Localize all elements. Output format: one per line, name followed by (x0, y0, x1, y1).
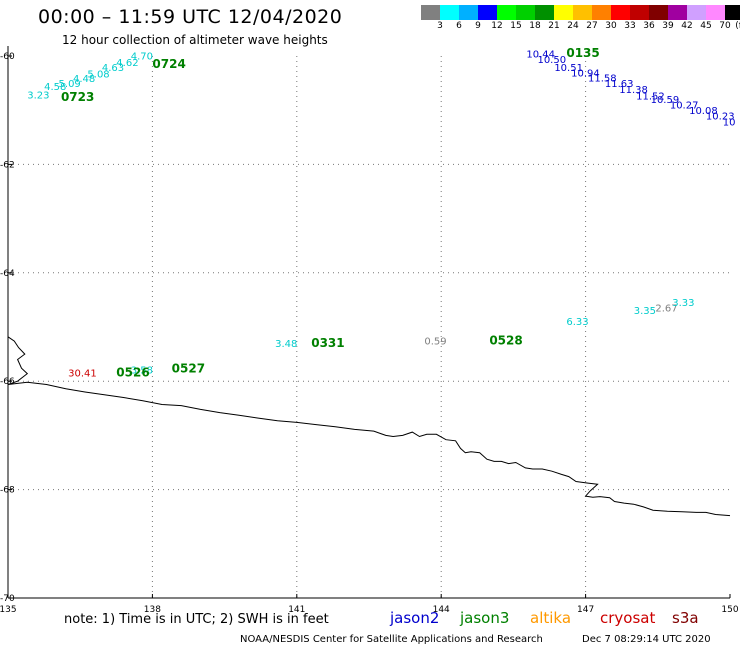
wave-height-label: 10 (723, 117, 736, 128)
obs-time-label: 0135 (566, 46, 599, 60)
satellite-s3a: s3a (672, 609, 699, 627)
lat-tick-label: -60 (0, 52, 15, 62)
wave-height-label: 30.41 (68, 368, 97, 379)
obs-time-label: 0527 (172, 362, 205, 376)
obs-time-label: 0723 (61, 90, 94, 104)
lat-tick-label: -68 (0, 486, 15, 496)
generated-date: Dec 7 08:29:14 UTC 2020 (582, 634, 711, 645)
obs-time-label: 0331 (311, 336, 344, 350)
lon-tick-label: 135 (0, 605, 17, 615)
satellite-cryosat: cryosat (600, 609, 655, 627)
observation-labels: 3.234.585.094.485.084.634.624.70 0723 0724… (27, 46, 735, 379)
coastline-path (8, 382, 730, 515)
lon-tick-label: 147 (577, 605, 594, 615)
satellite-altika: altika (530, 609, 571, 627)
wave-height-label: 6.33 (566, 317, 588, 328)
footer-note: note: 1) Time is in UTC; 2) SWH is in fe… (64, 612, 329, 627)
altimeter-map-figure: 00:00 – 11:59 UTC 12/04/2020 12 hour col… (0, 0, 740, 650)
obs-time-label: 0528 (489, 333, 522, 347)
grid-lines (8, 56, 730, 598)
lat-tick-label: -70 (0, 594, 15, 604)
map-frame (8, 46, 730, 598)
obs-time-label: 0724 (152, 57, 185, 71)
map-canvas: -60-62-64-66-68-70135 138 141 144 147 150 3.2… (0, 0, 740, 650)
lon-tick-label: 150 (721, 605, 738, 615)
wave-height-label: 0.59 (424, 336, 446, 347)
wave-height-label: 4.70 (131, 51, 153, 62)
credit-text: NOAA/NESDIS Center for Satellite Applica… (240, 634, 543, 645)
obs-time-label: 0526 (116, 365, 149, 379)
wave-height-label: 3.35 (634, 306, 656, 317)
wave-height-label: 3.48 (275, 339, 297, 350)
satellite-jason3: jason3 (460, 609, 509, 627)
satellite-jason2: jason2 (390, 609, 439, 627)
coastline (8, 337, 730, 516)
wave-height-label: 3.33 (672, 298, 694, 309)
lat-tick-label: -66 (0, 377, 15, 387)
lat-tick-label: -62 (0, 160, 15, 170)
lat-tick-label: -64 (0, 269, 15, 279)
